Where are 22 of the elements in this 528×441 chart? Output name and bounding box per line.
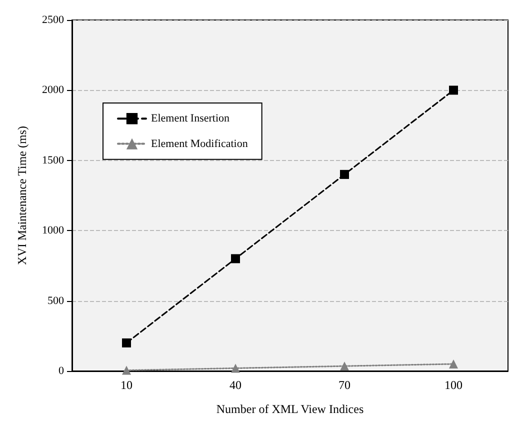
y-tick-label: 500 [48,294,64,307]
point [231,254,240,264]
point [122,338,131,348]
legend-label: Element Modification [151,138,248,150]
y-tick-label: 1000 [42,224,64,237]
legend-label: Element Insertion [151,112,230,125]
y-axis-title: XVI Maintenance Time (ms) [15,126,29,265]
x-tick-label: 100 [444,378,462,392]
point [449,359,458,368]
x-tick-label: 40 [230,378,242,392]
point [231,364,240,373]
x-tick-label: 70 [338,378,350,392]
y-tick-label: 2000 [42,84,64,96]
point [340,170,349,179]
point [340,362,349,371]
point [449,86,458,95]
y-tick-label: 0 [58,365,64,377]
y-tick-label: 1500 [42,154,64,166]
y-tick-label: 2500 [42,14,64,26]
point [122,366,131,375]
x-axis-title: Number of XML View Indices [216,402,364,416]
x-tick-label: 10 [120,378,132,392]
